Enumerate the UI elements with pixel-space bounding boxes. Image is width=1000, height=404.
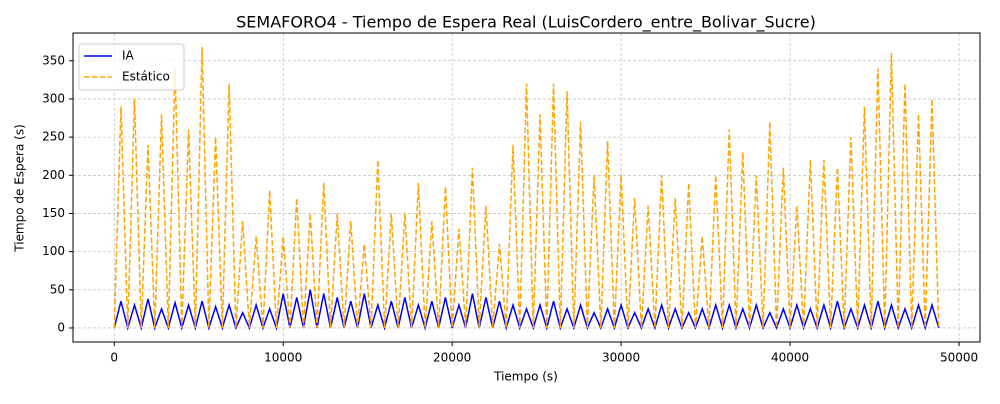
y-tick-label: 0 xyxy=(57,320,65,334)
y-tick-label: 50 xyxy=(50,282,65,296)
x-axis-label: Tiempo (s) xyxy=(493,370,558,384)
y-tick-label: 150 xyxy=(42,206,65,220)
legend-label: Estático xyxy=(122,70,170,84)
y-tick-label: 200 xyxy=(42,168,65,182)
legend-label: IA xyxy=(122,49,135,63)
x-tick-label: 0 xyxy=(110,351,118,365)
plot-frame xyxy=(72,32,981,343)
series-line xyxy=(113,47,940,329)
x-tick-label: 10000 xyxy=(264,351,302,365)
chart-title: SEMAFORO4 - Tiempo de Espera Real (LuisC… xyxy=(236,13,816,33)
y-tick-label: 250 xyxy=(42,130,65,144)
x-tick-label: 40000 xyxy=(771,351,809,365)
y-axis-label: Tiempo de Espera (s) xyxy=(13,124,27,253)
y-tick-label: 300 xyxy=(42,91,65,105)
x-tick-label: 20000 xyxy=(433,351,471,365)
x-tick-label: 50000 xyxy=(940,351,978,365)
x-tick-label: 30000 xyxy=(602,351,640,365)
series-line xyxy=(113,289,940,331)
legend: IA Estático xyxy=(78,43,185,91)
y-tick-label: 100 xyxy=(42,244,65,258)
y-tick-label: 350 xyxy=(42,53,65,67)
